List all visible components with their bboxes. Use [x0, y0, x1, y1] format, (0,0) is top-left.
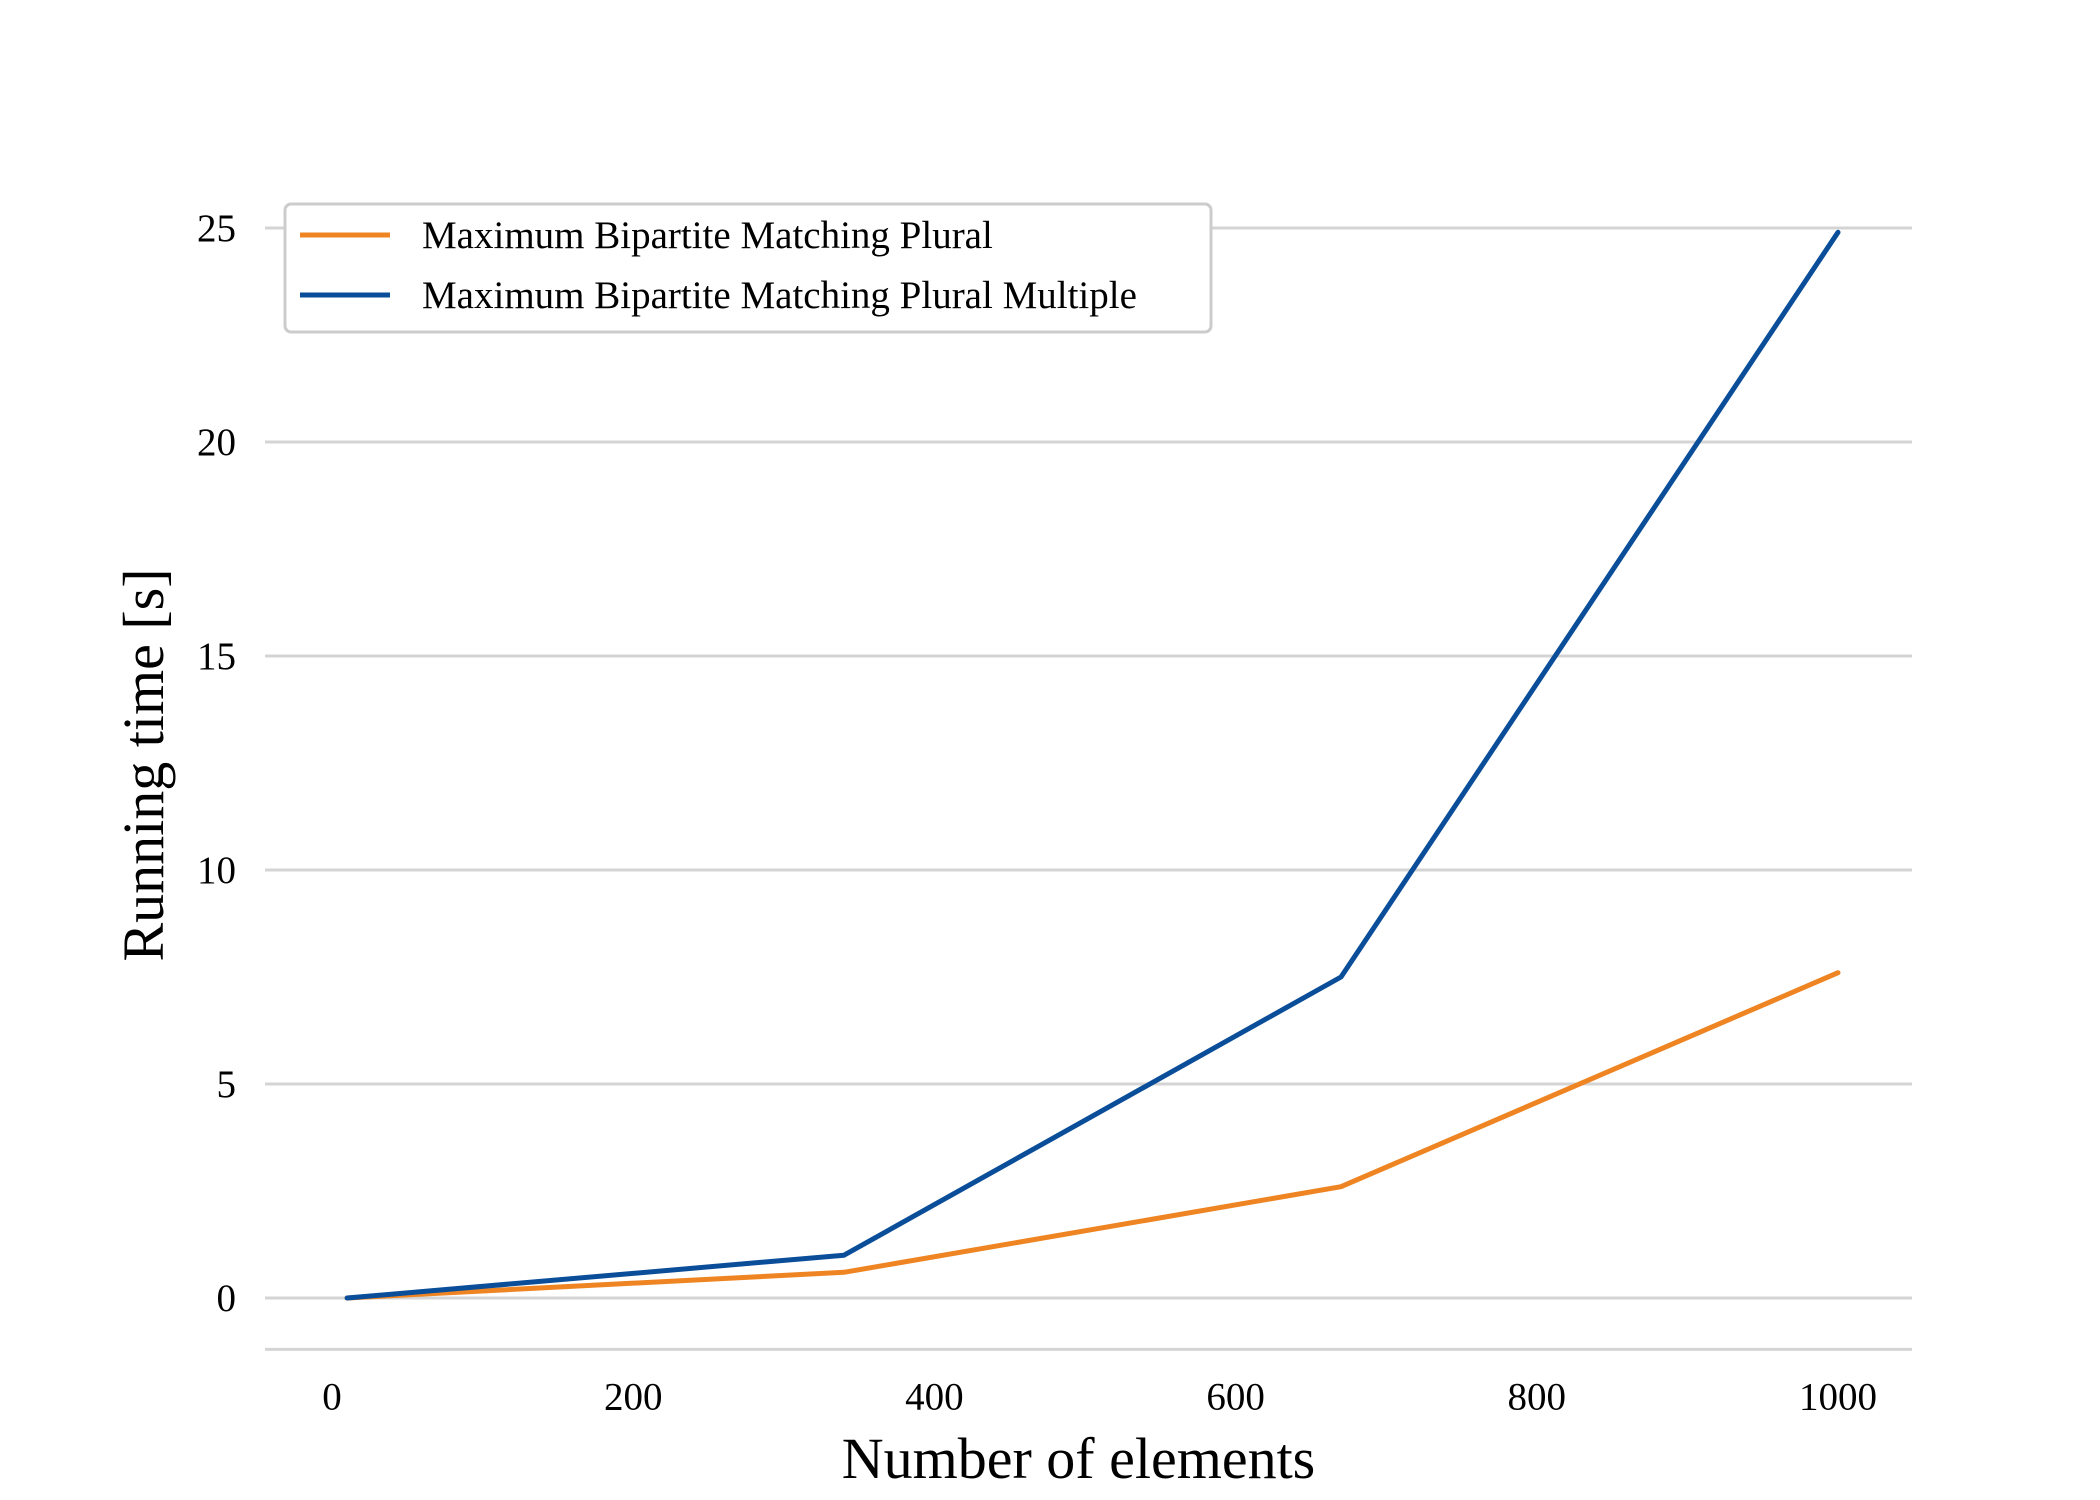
y-tick-label-15: 15 [197, 635, 236, 678]
y-tick-label-0: 0 [217, 1277, 237, 1320]
gridlines [265, 228, 1912, 1298]
x-tick-label-600: 600 [1206, 1375, 1265, 1418]
x-tick-labels: 0 200 400 600 800 1000 [322, 1375, 1877, 1418]
x-tick-label-200: 200 [604, 1375, 663, 1418]
y-tick-labels: 0 5 10 15 20 25 [197, 207, 236, 1320]
legend-label-plural-multiple: Maximum Bipartite Matching Plural Multip… [422, 274, 1137, 317]
y-tick-label-20: 20 [197, 421, 236, 464]
legend: Maximum Bipartite Matching Plural Maximu… [285, 204, 1211, 332]
y-tick-label-5: 5 [217, 1063, 237, 1106]
x-axis-title: Number of elements [842, 1426, 1316, 1491]
series-lines [347, 232, 1838, 1298]
legend-label-plural: Maximum Bipartite Matching Plural [422, 214, 993, 257]
series-line-0 [347, 973, 1838, 1298]
x-tick-label-800: 800 [1508, 1375, 1567, 1418]
y-tick-label-10: 10 [197, 849, 236, 892]
x-tick-label-1000: 1000 [1799, 1375, 1877, 1418]
y-tick-label-25: 25 [197, 207, 236, 250]
y-axis-title: Running time [s] [111, 568, 176, 961]
x-tick-label-0: 0 [322, 1375, 342, 1418]
series-line-1 [347, 232, 1838, 1298]
x-tick-label-400: 400 [905, 1375, 964, 1418]
